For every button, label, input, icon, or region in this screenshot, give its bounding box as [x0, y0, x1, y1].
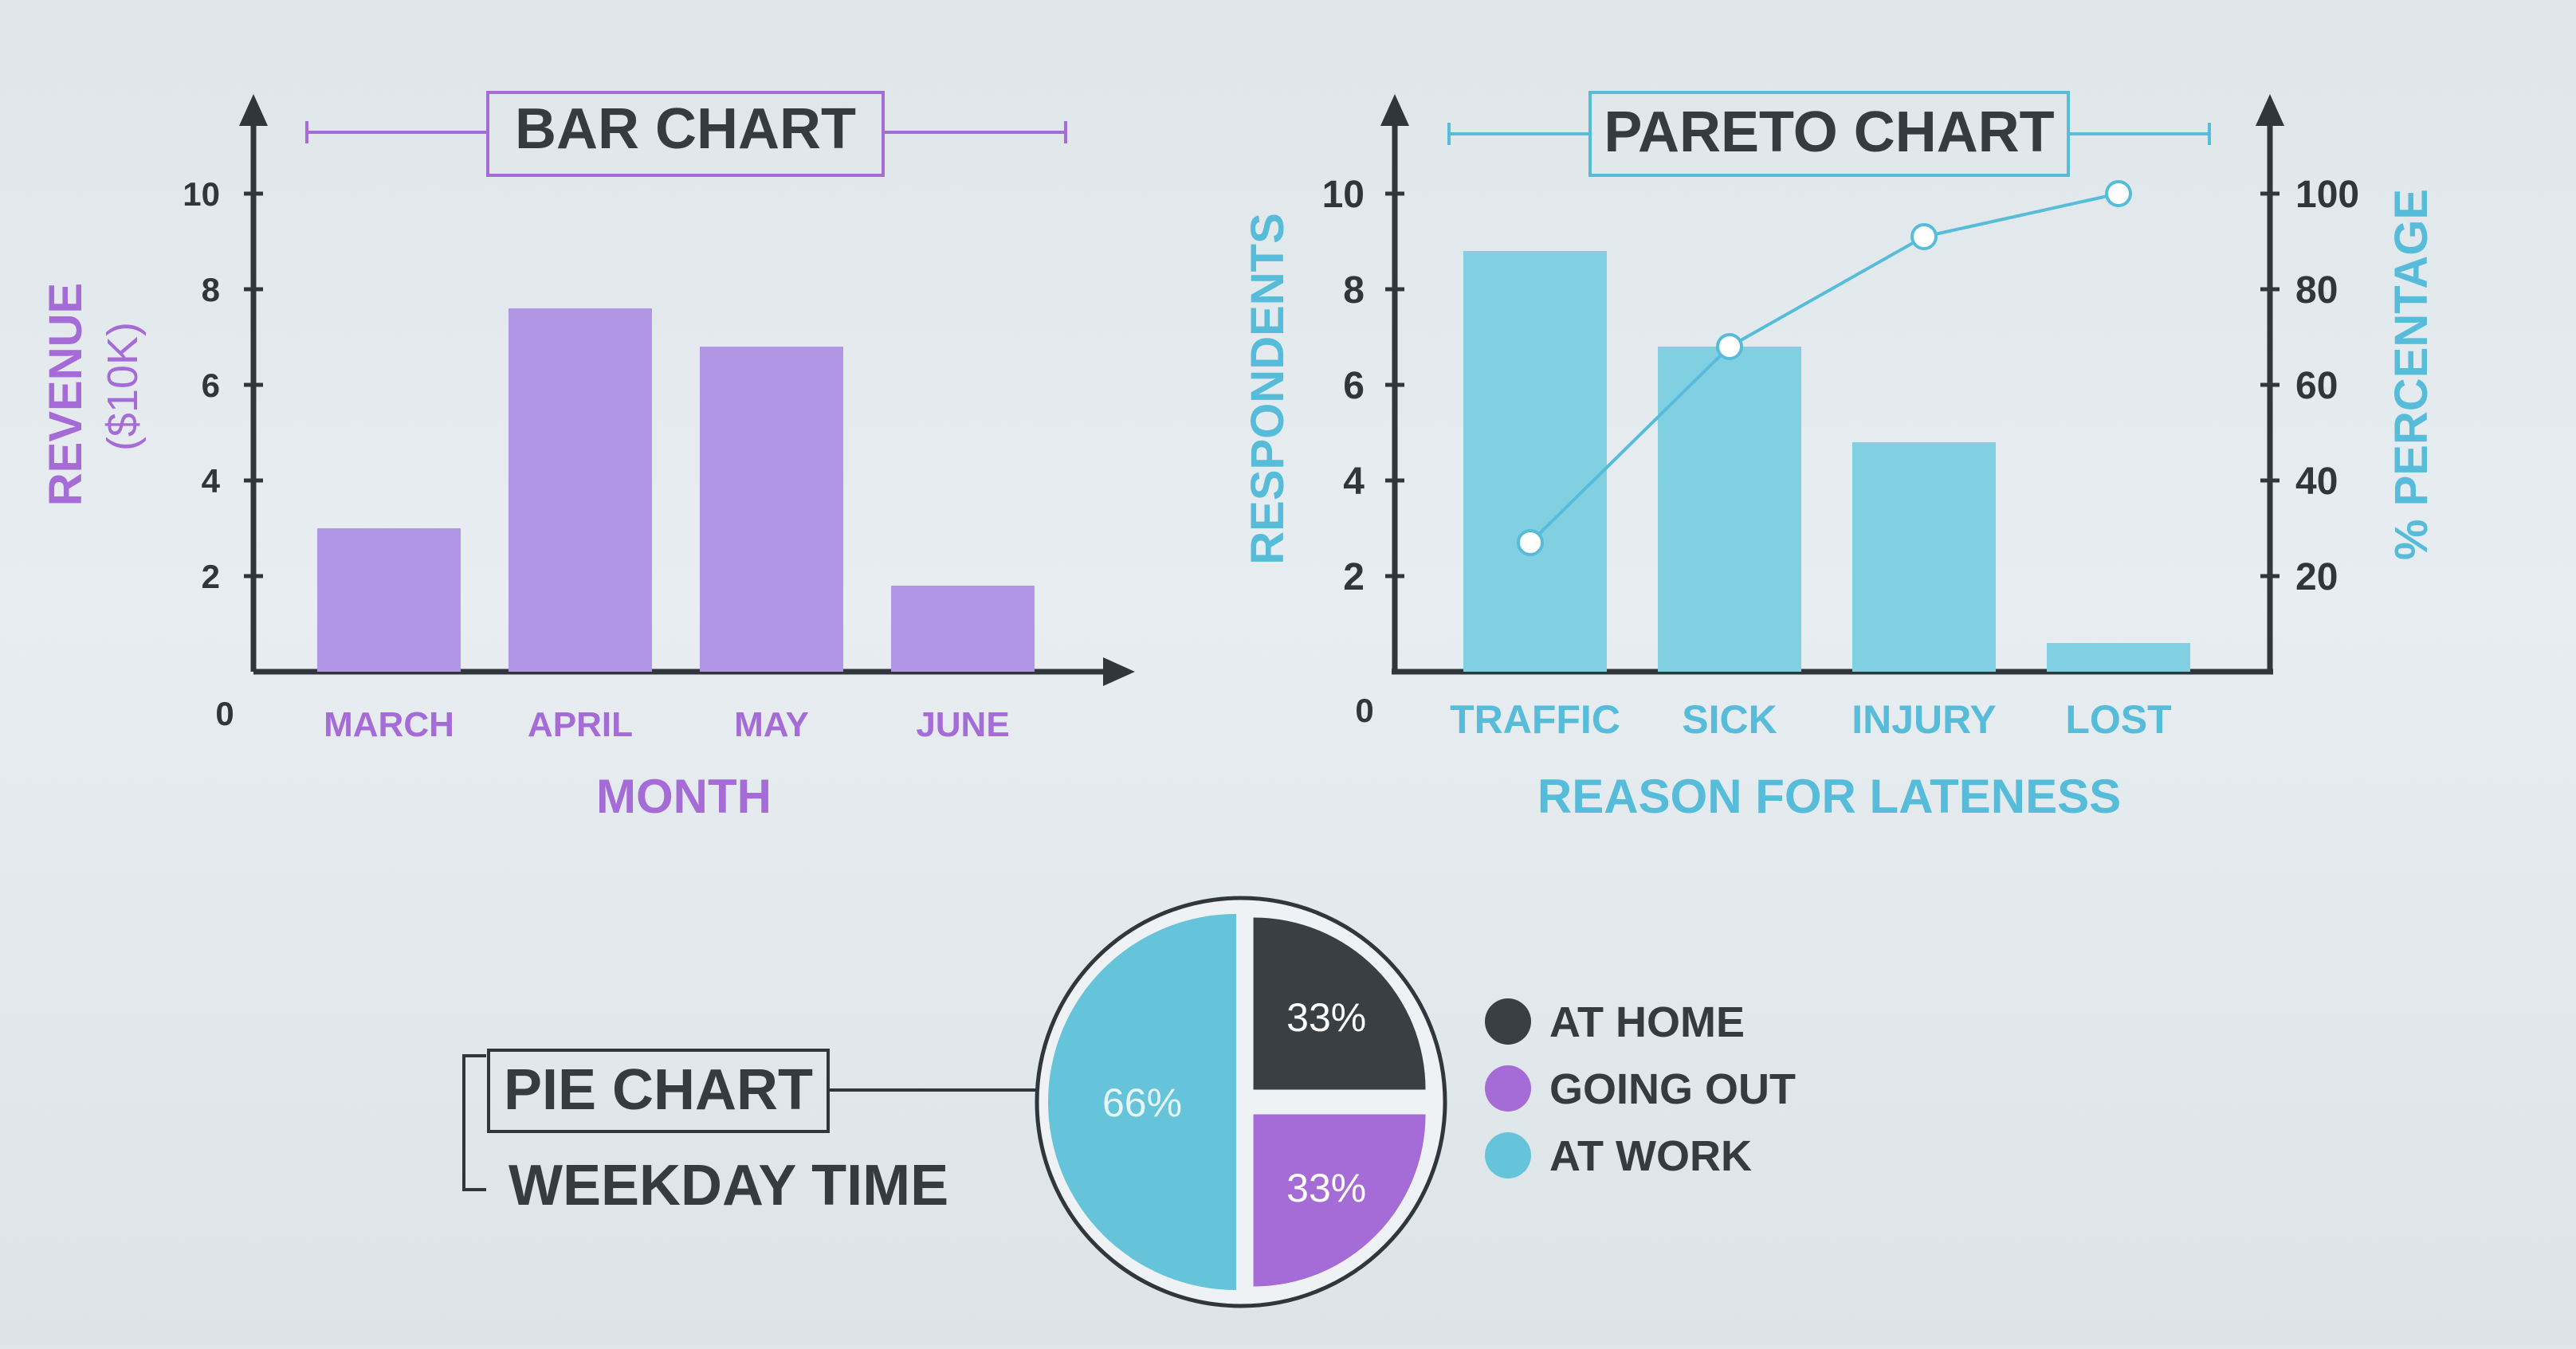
pie-legend-label: GOING OUT: [1549, 1065, 1796, 1113]
pie-slice-label: 33%: [1286, 995, 1366, 1040]
pareto-bar-lost: [2047, 643, 2190, 672]
pie-title-bracket: [462, 1054, 486, 1191]
bar-x-tick-label: APRIL: [528, 705, 633, 744]
pie-slice-label: 66%: [1102, 1080, 1182, 1125]
bar-y-tick-label: 2: [202, 558, 220, 595]
bar-may: [700, 347, 843, 672]
pareto-y2-axis-arrow: [2256, 94, 2284, 126]
pareto-x-tick-label: TRAFFIC: [1450, 697, 1620, 742]
bar-x-tick-label: MARCH: [324, 705, 454, 744]
bar-x-tick-labels: MARCH APRIL MAY JUNE: [324, 705, 1010, 744]
pareto-y-axis-label: RESPONDENTS: [1242, 213, 1294, 565]
bar-x-tick-label: MAY: [734, 705, 809, 744]
bar-x-tick-label: JUNE: [916, 705, 1009, 744]
pie-slice-label: 33%: [1286, 1166, 1366, 1210]
bar-y-tick-label: 8: [202, 271, 220, 308]
pareto-origin-label: 0: [1355, 692, 1373, 729]
pareto-line-point: [1517, 529, 1544, 556]
pie-legend-label: AT HOME: [1549, 998, 1745, 1046]
pie-slice-at-work: [1048, 914, 1236, 1290]
pareto-x-axis-label: REASON FOR LATENESS: [1537, 770, 2121, 823]
pareto-y-tick-label: 2: [1343, 556, 1365, 598]
pareto-y-tick-label: 4: [1343, 461, 1365, 503]
bar-y-axis-label: REVENUE: [40, 283, 92, 506]
pie-legend: AT HOME GOING OUT AT WORK: [1485, 998, 1796, 1180]
pareto-x-tick-label: SICK: [1682, 697, 1777, 742]
pareto-line-path: [1529, 192, 2119, 544]
bar-y-tick-label: 4: [202, 462, 221, 500]
pie-legend-swatch: [1485, 1065, 1531, 1112]
pareto-line-point: [1716, 333, 1743, 360]
pie-legend-swatch: [1485, 998, 1531, 1045]
pie-chart: PIE CHART WEEKDAY TIME 33% 33% 66% AT HOME…: [462, 896, 1796, 1308]
pareto-y2-tick-label: 40: [2295, 461, 2338, 503]
bar-title-box: [486, 91, 885, 177]
pareto-y-tick-label: 6: [1343, 365, 1365, 407]
pareto-y-ticks: 10 8 6 4 2: [1322, 174, 1404, 598]
pareto-chart: PARETO CHART 0 10 8 6 4 2 100 80 60 40 20 TRAFFI…: [1242, 91, 2437, 823]
bar-bars: [317, 308, 1035, 672]
pareto-x-tick-label: INJURY: [1852, 697, 1997, 742]
bar-y-tick-label: 10: [183, 175, 220, 213]
pareto-y2-tick-label: 60: [2295, 365, 2338, 407]
pareto-title-box: [1588, 91, 2070, 177]
pareto-y-axis-arrow: [1380, 94, 1409, 126]
pareto-y-tick-label: 8: [1343, 269, 1365, 312]
pie-slice-going-out: [1253, 1114, 1426, 1287]
bar-chart-title: BAR CHART: [515, 97, 856, 161]
pie-legend-label: AT WORK: [1549, 1132, 1752, 1180]
pareto-x-tick-labels: TRAFFIC SICK INJURY LOST: [1450, 697, 2172, 742]
bar-origin-label: 0: [215, 695, 234, 732]
pareto-line-point: [1910, 223, 1938, 250]
bar-x-axis-label: MONTH: [596, 770, 772, 823]
pie-slice-labels: 33% 33% 66%: [1102, 995, 1366, 1210]
pareto-y2-tick-label: 80: [2295, 269, 2338, 312]
bar-y-tick-label: 6: [202, 367, 220, 404]
pareto-chart-title: PARETO CHART: [1604, 100, 2054, 164]
pie-chart-subtitle: WEEKDAY TIME: [509, 1154, 948, 1218]
bar-y-axis-arrow: [239, 94, 268, 126]
pareto-bar-injury: [1852, 442, 1996, 672]
pie-legend-swatch: [1485, 1132, 1531, 1178]
pareto-y2-tick-label: 20: [2295, 556, 2338, 598]
pareto-cumulative-line: [1517, 180, 2132, 556]
pareto-bars: [1463, 251, 2190, 672]
pareto-bar-traffic: [1463, 251, 1607, 672]
pareto-y2-axis-label: % PERCENTAGE: [2386, 189, 2437, 560]
pareto-x-tick-label: LOST: [2065, 697, 2171, 742]
bar-june: [891, 586, 1035, 672]
bar-march: [317, 528, 461, 672]
bar-april: [509, 308, 652, 672]
pie-chart-title: PIE CHART: [504, 1058, 813, 1122]
pareto-y2-tick-label: 100: [2295, 174, 2359, 216]
bar-y-axis-unit: ($10K): [99, 322, 147, 451]
pareto-line-point: [2105, 180, 2132, 207]
bar-x-axis-arrow: [1103, 657, 1135, 686]
bar-y-ticks: 10 8 6 4 2: [183, 175, 263, 595]
pareto-bar-sick: [1658, 347, 1801, 672]
pareto-y-tick-label: 10: [1322, 174, 1365, 216]
pareto-y2-ticks: 100 80 60 40 20: [2260, 174, 2359, 598]
bar-chart: BAR CHART 0 10 8 6 4 2 MARCH APRIL MAY JUNE MON…: [40, 91, 1135, 823]
pie-slices: [1048, 914, 1426, 1290]
pie-slice-at-home: [1253, 917, 1426, 1090]
